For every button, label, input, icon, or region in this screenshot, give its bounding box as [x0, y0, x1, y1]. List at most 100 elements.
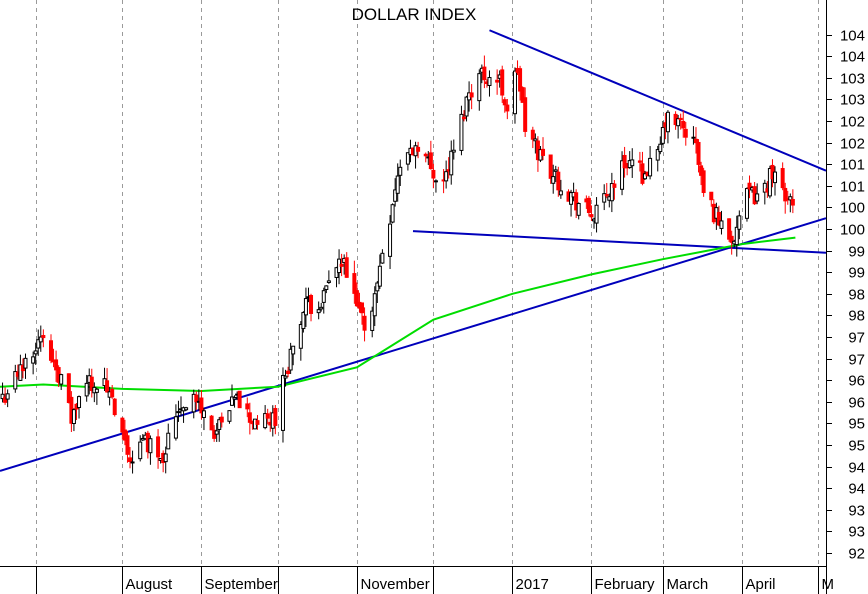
candle [194, 391, 199, 410]
candle-body [3, 396, 8, 403]
candle-body [665, 111, 670, 133]
candle [553, 165, 558, 182]
candle-body [18, 364, 23, 381]
candle-body [709, 191, 714, 201]
candle [530, 126, 535, 149]
candle [66, 373, 71, 404]
candle [110, 385, 115, 399]
candle [138, 435, 143, 462]
candle-body [734, 226, 739, 246]
candle [482, 55, 487, 89]
candle [416, 141, 421, 159]
y-tick-label: 95 [848, 438, 865, 455]
y-tick-label: 101 [840, 179, 865, 196]
candle-body [232, 396, 237, 400]
candle-body [265, 413, 270, 419]
candle [377, 254, 382, 289]
candle [783, 182, 788, 214]
candle-body [283, 375, 288, 379]
candle-body [773, 171, 778, 184]
candle [283, 369, 288, 387]
y-tick-label: 103 [840, 92, 865, 109]
candle [184, 406, 189, 412]
candle [388, 215, 393, 270]
candle [237, 390, 242, 409]
candle [38, 325, 43, 352]
trendline [489, 29, 827, 172]
y-tick-label: 100 [840, 222, 865, 239]
candle [444, 160, 449, 189]
candle [660, 120, 665, 146]
candle [201, 407, 206, 431]
candle [762, 179, 767, 205]
candle [727, 218, 732, 242]
candle [303, 287, 308, 327]
candle [23, 353, 28, 379]
candle-body [390, 204, 395, 223]
candle-body [66, 373, 71, 403]
candle-body [548, 154, 553, 179]
candle [316, 301, 321, 320]
candle-body [184, 407, 189, 411]
candle-body [71, 409, 76, 425]
candle [217, 416, 222, 442]
x-tick-label: February [595, 576, 656, 593]
candle-body [678, 117, 683, 121]
candle [326, 270, 331, 284]
candle [214, 423, 219, 442]
candle [380, 249, 385, 264]
candle [13, 364, 18, 393]
candle [594, 197, 599, 233]
candle [245, 397, 250, 418]
candle [734, 215, 739, 257]
candle [678, 113, 683, 130]
candle-body [219, 416, 224, 423]
candle-body [388, 223, 393, 257]
candle-body [41, 335, 46, 339]
candle-body [156, 436, 161, 458]
candle [3, 387, 8, 405]
candle-body [729, 235, 734, 243]
candle [767, 165, 772, 199]
candle-body [105, 380, 110, 393]
candle-body [301, 312, 306, 330]
candle [755, 183, 760, 205]
candle [229, 384, 234, 407]
candle-body [487, 77, 492, 86]
candle-body [377, 265, 382, 287]
candle-body [280, 374, 285, 431]
candle-body [716, 211, 721, 226]
y-tick-label: 101 [840, 157, 865, 174]
candle-body [737, 215, 742, 230]
candle [112, 398, 117, 417]
candle [709, 191, 714, 207]
candle [541, 137, 546, 161]
candle [449, 140, 454, 185]
candle-body [416, 146, 421, 152]
candle [464, 95, 469, 122]
candle [324, 285, 329, 294]
candle [319, 302, 324, 312]
candle-body [298, 324, 303, 349]
candle [255, 415, 260, 430]
y-tick-label: 96 [848, 395, 865, 412]
trendlines [0, 29, 827, 472]
candle [0, 382, 5, 403]
candle-body [214, 430, 219, 435]
candle [339, 253, 344, 277]
candle [370, 306, 375, 338]
candle-body [291, 345, 296, 355]
chart-title: DOLLAR INDEX [352, 5, 477, 24]
candle [148, 435, 153, 465]
candle [209, 414, 214, 431]
candle [665, 110, 670, 144]
y-tick-label: 99 [848, 244, 865, 261]
candle-body [541, 148, 546, 156]
candle [54, 350, 59, 382]
candle [36, 329, 41, 356]
candle-body [655, 149, 660, 161]
candle-body [505, 104, 510, 112]
candle [518, 65, 523, 101]
candle [362, 307, 367, 342]
